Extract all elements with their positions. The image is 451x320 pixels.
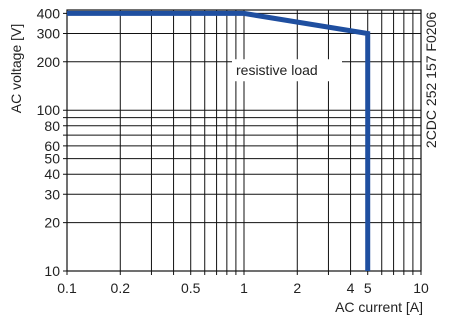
x-tick-label: 0.2	[111, 280, 131, 296]
annotations: resistive load	[232, 59, 342, 82]
x-axis-title: AC current [A]	[335, 299, 423, 315]
annotation-label: resistive load	[236, 62, 318, 78]
y-tick-label: 80	[44, 118, 60, 134]
grid-lines	[63, 9, 422, 275]
x-tick-label: 1	[240, 280, 248, 296]
y-tick-label: 40	[44, 166, 60, 182]
x-tick-label: 10	[413, 280, 429, 296]
y-tick-label: 50	[44, 151, 60, 167]
y-tick-label: 10	[44, 263, 60, 279]
y-tick-label: 30	[44, 186, 60, 202]
x-tick-label: 5	[364, 280, 372, 296]
x-tick-label: 4	[347, 280, 355, 296]
y-tick-label: 100	[37, 102, 61, 118]
x-tick-label: 0.5	[181, 280, 201, 296]
drawing-code: 2CDC 252 157 F0206	[423, 12, 439, 148]
annotation-background	[232, 59, 342, 82]
y-tick-label: 60	[44, 138, 60, 154]
y-tick-label: 20	[44, 215, 60, 231]
y-tick-label: 200	[37, 54, 61, 70]
axis-titles: AC current [A] AC voltage [V] 2CDC 252 157…	[8, 12, 439, 315]
x-tick-label: 2	[293, 280, 301, 296]
y-tick-label: 300	[37, 25, 61, 41]
load-curve	[67, 10, 371, 271]
y-axis-title: AC voltage [V]	[8, 24, 24, 114]
x-tick-label: 0.1	[57, 280, 77, 296]
y-tick-label: 400	[37, 5, 61, 21]
series-line	[67, 10, 371, 271]
